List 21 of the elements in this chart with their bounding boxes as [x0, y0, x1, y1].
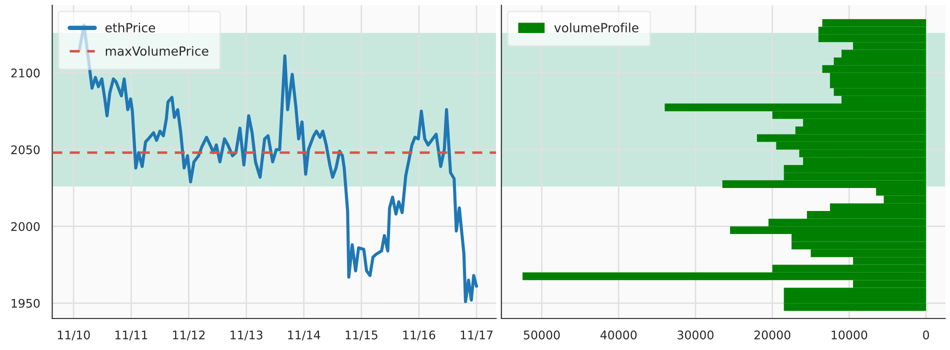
x-tick-label: 11/10 [58, 330, 90, 340]
x-tick-label: 50000 [524, 330, 560, 340]
x-tick-label: 30000 [678, 330, 714, 340]
x-tick-label: 10000 [832, 330, 868, 340]
x-tick-label: 20000 [754, 330, 790, 340]
legend-label: ethPrice [105, 22, 156, 32]
x-tick-label: 11/17 [460, 330, 493, 340]
y-tick-label: 1950 [12, 298, 40, 308]
x-tick-label: 11/13 [230, 330, 262, 340]
x-tick-label: 11/16 [403, 330, 436, 340]
x-tick-label: 11/14 [288, 330, 320, 340]
x-tick-label: 0 [923, 330, 930, 340]
legend-label: volumeProfile [554, 22, 638, 32]
x-tick-label: 40000 [600, 330, 637, 340]
y-tick-label: 2050 [11, 145, 40, 154]
legend-label: maxVolumePrice [106, 46, 208, 56]
y-tick-label: 2000 [11, 222, 40, 232]
x-tick-label: 11/12 [173, 330, 205, 340]
x-tick-label: 11/11 [115, 330, 148, 340]
y-tick-label: 2100 [11, 68, 40, 78]
x-tick-label: 11/15 [346, 330, 378, 340]
